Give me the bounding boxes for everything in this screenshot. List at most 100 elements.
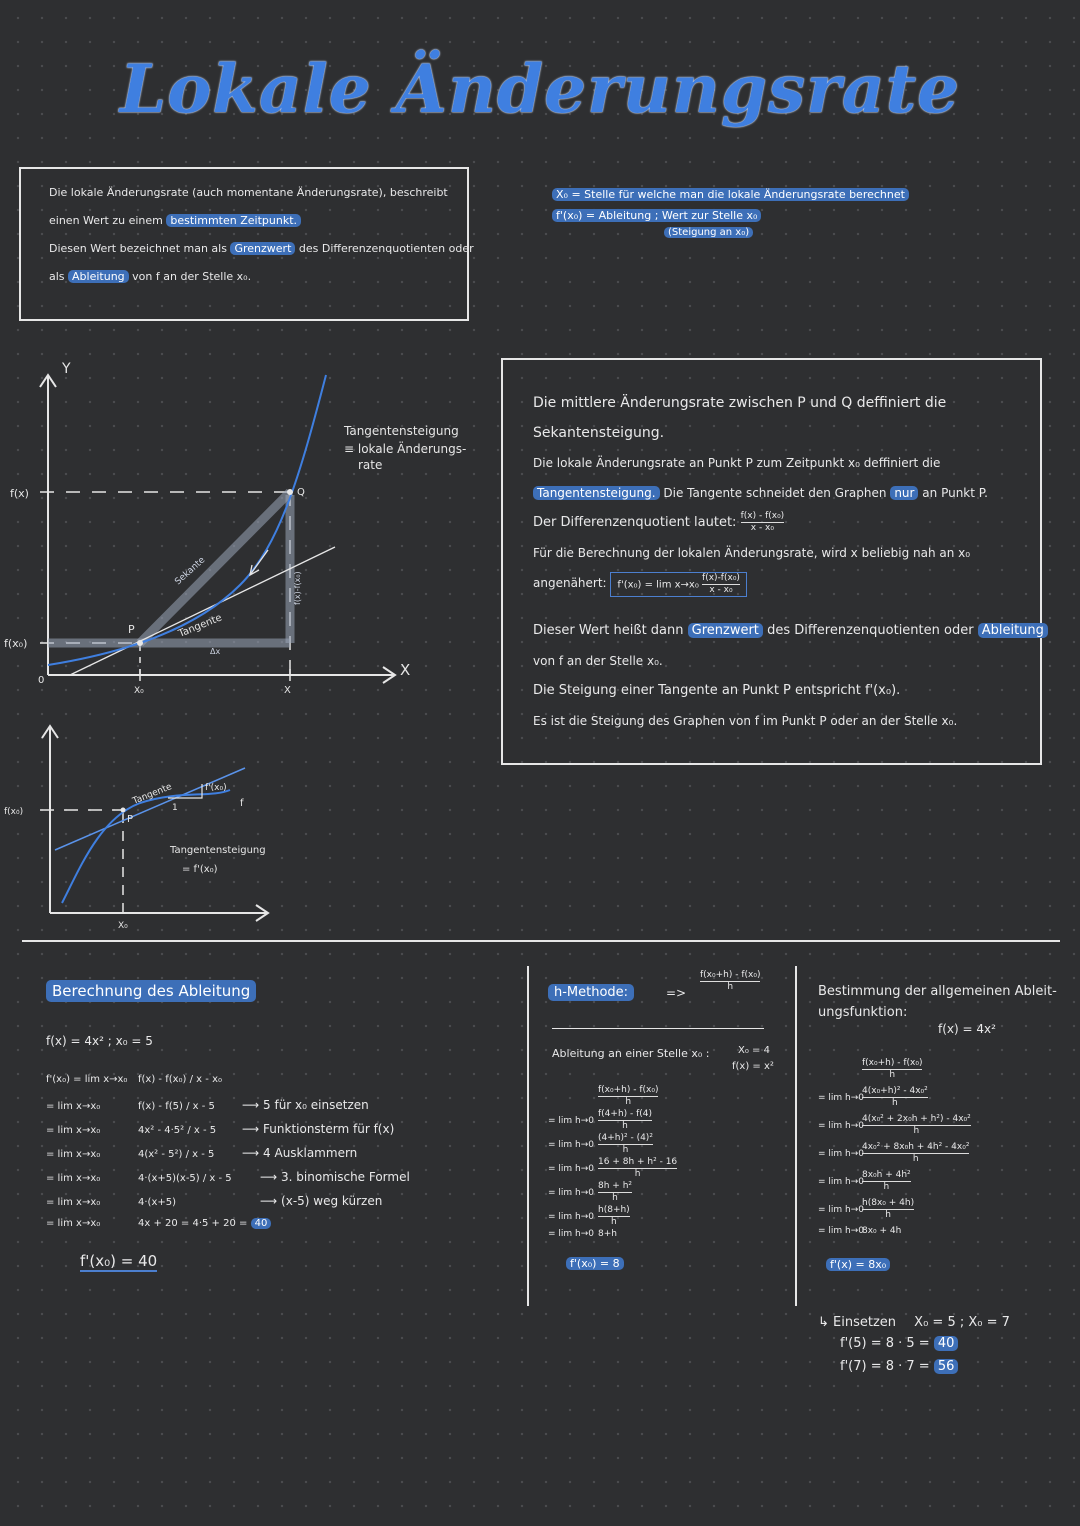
box-line-10: Die Steigung einer Tangente an Punkt P e… [533, 683, 901, 698]
calc3-row-6: = lim h→08x₀ + 4h [818, 1226, 902, 1236]
box-line-11: Es ist die Steigung des Graphen von f im… [533, 714, 958, 728]
note-steigung: (Steigung an x₀) [664, 227, 754, 238]
note-2: = f'(x₀) [182, 864, 218, 875]
delta-y-label: f(x)-f(x₀) [293, 571, 302, 605]
horizontal-divider [22, 940, 1060, 942]
calc2-heading: h-Methode: [548, 984, 635, 1001]
calc1-row-4: = lim x→x₀ 4·(x+5)(x-5) / x - 5 ⟶ 3. binom… [46, 1170, 410, 1184]
approach-arrow [249, 549, 269, 576]
vertical-divider-1 [527, 966, 529, 1306]
calc2-underline [552, 1028, 764, 1029]
box-line-9: von f an der Stelle x₀. [533, 654, 663, 668]
p-label: P [128, 623, 135, 636]
y-axis-arrow [39, 373, 57, 388]
calc1-heading: Berechnung des Ableitung [46, 980, 257, 1002]
point-p [137, 640, 143, 646]
calc2-row-4: = lim h→0 8h + h² h [548, 1181, 633, 1203]
y-axis-label: Y [61, 361, 71, 377]
calc3-insert-line: ↳ Einsetzen X₀ = 5 ; X₀ = 7 [818, 1315, 1010, 1330]
calc3-row-5: = lim h→0 h(8x₀ + 4h) h [818, 1198, 915, 1220]
notes-top-right: X₀ = Stelle für welche man die lokale Än… [552, 184, 972, 240]
calc3-row-4: = lim h→0 8x₀h + 4h² h [818, 1170, 911, 1192]
calc2-steps: f(x₀+h) - f(x₀) h = lim h→0 f(4+h) - f(4) h… [548, 1085, 788, 1253]
calc3-result: f'(x) = 8x₀ [826, 1258, 891, 1271]
f-label: f [240, 798, 244, 809]
calc3-heading-1: Bestimmung der allgemeinen Ableit- [818, 984, 1057, 999]
box-line-3: Die lokale Änderungsrate an Punkt P zum … [533, 456, 941, 470]
graph-tangent-slope: f(x₀) X₀ P Tangente 1 f'(x₀) f Tangenten… [4, 724, 270, 931]
graph-secant-tangent: Y X f(x) f(x₀) 0 X₀ X P Q Tangente Sekan… [4, 361, 466, 696]
calc1-function: f(x) = 4x² ; x₀ = 5 [46, 1034, 153, 1048]
highlight-grenzwert: Grenzwert [230, 242, 296, 255]
limit-formula-box: f'(x₀) = lim x→x₀ f(x)-f(x₀) x - x₀ [610, 571, 747, 597]
x-axis-label: X [400, 661, 410, 679]
page-title: Lokale Änderungsrate [119, 50, 961, 128]
x-label: X [284, 685, 291, 696]
point-q [287, 489, 293, 495]
highlight-zeitpunkt: bestimmten Zeitpunkt. [166, 214, 301, 227]
tangent-line [54, 767, 246, 851]
note-1: Tangentensteigung [169, 845, 266, 856]
note-fprime: f'(x₀) = Ableitung ; Wert zur Stelle x₀ [552, 209, 762, 222]
box-line-7: angenähert: f'(x₀) = lim x→x₀ f(x)-f(x₀)… [533, 568, 1040, 598]
intro-line-4: als Ableitung von f an der Stelle x₀. [49, 270, 252, 283]
h-method-section: h-Methode: => f(x₀+h) - f(x₀) h Ableitung… [548, 968, 788, 1270]
calc3-function: f(x) = 4x² [938, 1022, 996, 1036]
general-derivative-section: Bestimmung der allgemeinen Ableit- ungsf… [818, 984, 1068, 1374]
highlight-ableitung-2: Ableitung [977, 623, 1048, 638]
calc2-row-3: = lim h→0 16 + 8h + h² - 16 h [548, 1157, 678, 1179]
slope-triangle [168, 784, 203, 799]
calc1-row-5: = lim x→x₀ 4·(x+5) ⟶ (x-5) weg kürzen [46, 1194, 383, 1208]
calc1-row-6: = lim x→x₀ 4x + 20 = 4·5 + 20 = 40 [46, 1218, 516, 1242]
box-line-5: Der Differenzenquotient lautet: f(x) - f… [533, 511, 785, 533]
delta-x-label: Δx [210, 647, 220, 656]
calc1-row-2: = lim x→x₀ 4x² - 4·5² / x - 5 ⟶ Funktionst… [46, 1122, 395, 1136]
function-curve [47, 374, 327, 666]
calc2-row-6: = lim h→0 8+h [548, 1229, 617, 1239]
vertical-divider-2 [795, 966, 797, 1306]
highlight-ableitung: Ableitung [68, 270, 129, 283]
fx0-label: f(x₀) [4, 637, 27, 650]
intro-line-1: Die lokale Änderungsrate (auch momentane… [49, 186, 448, 199]
calc3-row-0: f(x₀+h) - f(x₀) h [862, 1058, 923, 1080]
tangent-line [69, 546, 336, 676]
calc1-row-0: f'(x₀) = lim x→x₀ f(x) - f(x₀) / x - x₀ [46, 1074, 222, 1085]
calc2-row-0: f(x₀+h) - f(x₀) h [598, 1085, 659, 1107]
calc2-row-5: = lim h→0 h(8+h) h [548, 1205, 630, 1227]
explanation-box: Die mittlere Änderungsrate zwischen P un… [501, 358, 1048, 765]
tangent-note-2: ≡ lokale Änderungs- [344, 441, 466, 456]
x0-label: X₀ [134, 686, 144, 696]
p-label: P [127, 814, 133, 825]
difference-quotient: f(x) - f(x₀) x - x₀ [740, 511, 785, 533]
fx0-label: f(x₀) [4, 807, 23, 817]
x0-label: X₀ [118, 921, 128, 931]
calc1-final-value: 40 [250, 1218, 272, 1229]
box-line-1: Die mittlere Änderungsrate zwischen P un… [533, 395, 947, 411]
calc3-row-3: = lim h→0 4x₀² + 8x₀h + 4h² - 4x₀² h [818, 1142, 970, 1164]
highlight-tangentensteigung: Tangentensteigung. [533, 486, 660, 500]
calc3-row-1: = lim h→0 4(x₀+h)² - 4x₀² h [818, 1086, 928, 1108]
intro-line-2: einen Wert zu einem bestimmten Zeitpunkt… [49, 207, 467, 235]
point-p [120, 807, 126, 813]
intro-line-3: Diesen Wert bezeichnet man als Grenzwert… [49, 242, 474, 255]
box-line-6: Für die Berechnung der lokalen Änderungs… [533, 546, 971, 560]
fx-label: f(x) [10, 487, 29, 500]
calc3-heading-2: ungsfunktion: [818, 1005, 908, 1020]
calc2-result: f'(x₀) = 8 [566, 1257, 624, 1270]
function-curve [61, 789, 231, 904]
box-line-8: Dieser Wert heißt dann Grenzwert des Dif… [533, 616, 1048, 646]
calc1-row-1: = lim x→x₀ f(x) - f(5) / x - 5 ⟶ 5 für x₀ … [46, 1098, 369, 1112]
calc1-result: f'(x₀) = 40 [80, 1252, 158, 1272]
calc-ableitung-section: Berechnung des Ableitung f(x) = 4x² ; x₀… [46, 980, 516, 1272]
calc3-example-2: f'(7) = 8 · 7 = 56 [840, 1359, 1068, 1374]
one-label: 1 [172, 803, 178, 813]
tangent-label: Tangente [130, 782, 173, 807]
highlight-grenzwert-2: Grenzwert [687, 623, 763, 638]
intro-box: Die lokale Änderungsrate (auch momentane… [19, 167, 474, 321]
calc3-example-1: f'(5) = 8 · 5 = 40 [840, 1336, 1068, 1351]
calc2-subheading: Ableitung an einer Stelle x₀ : [552, 1047, 710, 1060]
q-label: Q [297, 487, 305, 498]
box-line-2: Sekantensteigung. [533, 425, 665, 441]
calc3-steps: f(x₀+h) - f(x₀) h = lim h→0 4(x₀+h)² - 4x₀… [818, 1058, 1068, 1254]
origin-label: 0 [38, 675, 44, 686]
